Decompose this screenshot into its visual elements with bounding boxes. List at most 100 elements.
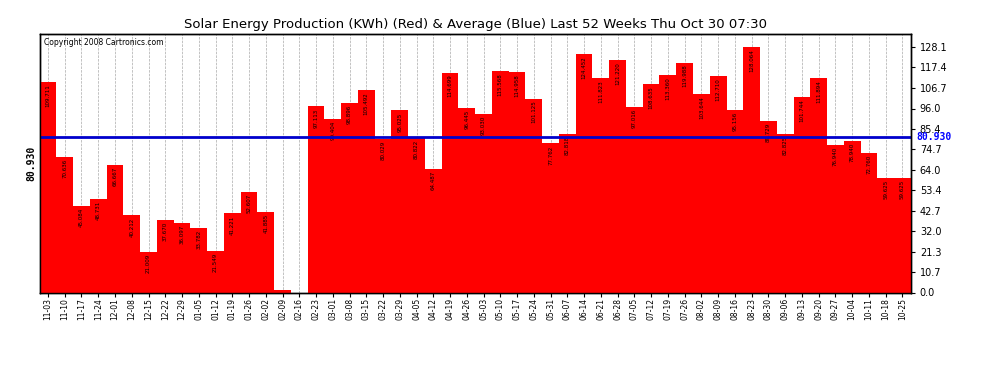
Text: 72.760: 72.760 <box>866 155 871 174</box>
Text: 45.084: 45.084 <box>79 208 84 227</box>
Text: 121.220: 121.220 <box>615 62 620 85</box>
Text: 114.699: 114.699 <box>447 75 452 98</box>
Text: 59.625: 59.625 <box>883 180 888 200</box>
Text: 82.825: 82.825 <box>783 136 788 155</box>
Text: 115.568: 115.568 <box>498 73 503 96</box>
Text: 40.212: 40.212 <box>130 217 135 237</box>
Bar <box>190 228 207 292</box>
Bar <box>141 252 156 292</box>
Text: 109.711: 109.711 <box>46 84 50 107</box>
Bar <box>40 82 56 292</box>
Bar <box>358 90 374 292</box>
Text: 89.729: 89.729 <box>766 122 771 142</box>
Text: 37.670: 37.670 <box>162 222 167 242</box>
Text: 78.940: 78.940 <box>849 143 854 162</box>
Bar <box>156 220 173 292</box>
Text: 128.064: 128.064 <box>749 49 754 72</box>
Text: 95.025: 95.025 <box>397 112 402 132</box>
Text: 101.744: 101.744 <box>799 99 805 122</box>
Bar <box>843 141 860 292</box>
Bar <box>659 75 676 292</box>
Bar <box>592 78 609 292</box>
Bar <box>894 178 911 292</box>
Bar <box>475 114 492 292</box>
Bar <box>207 251 224 292</box>
Title: Solar Energy Production (KWh) (Red) & Average (Blue) Last 52 Weeks Thu Oct 30 07: Solar Energy Production (KWh) (Red) & Av… <box>184 18 766 31</box>
Text: 36.097: 36.097 <box>179 225 184 245</box>
Text: 111.823: 111.823 <box>598 80 603 103</box>
Text: 59.625: 59.625 <box>900 180 905 200</box>
Bar <box>860 153 877 292</box>
Text: 97.016: 97.016 <box>632 108 637 128</box>
Text: 21.549: 21.549 <box>213 253 218 272</box>
Bar <box>274 290 291 292</box>
Bar <box>877 178 894 292</box>
Bar <box>241 192 257 292</box>
Bar <box>576 54 592 292</box>
Bar <box>827 145 843 292</box>
Text: 103.644: 103.644 <box>699 96 704 118</box>
Bar <box>743 47 760 292</box>
Text: 82.818: 82.818 <box>565 136 570 155</box>
Text: 41.885: 41.885 <box>263 214 268 233</box>
Bar <box>458 108 475 292</box>
Text: 96.445: 96.445 <box>464 110 469 129</box>
Bar <box>391 110 408 292</box>
Bar <box>342 103 358 292</box>
Bar <box>710 76 727 292</box>
Bar <box>643 84 659 292</box>
Bar <box>794 98 810 292</box>
Bar <box>676 63 693 292</box>
Bar <box>425 169 442 292</box>
Text: Copyright 2008 Cartronics.com: Copyright 2008 Cartronics.com <box>44 38 163 46</box>
Bar <box>543 144 559 292</box>
Text: 114.958: 114.958 <box>515 74 520 97</box>
Text: 119.988: 119.988 <box>682 64 687 87</box>
Bar <box>325 119 342 292</box>
Text: 90.404: 90.404 <box>331 121 336 140</box>
Bar <box>693 94 710 292</box>
Bar <box>442 73 458 292</box>
Bar <box>509 72 526 292</box>
Text: 66.667: 66.667 <box>113 166 118 186</box>
Bar <box>374 139 391 292</box>
Text: 113.360: 113.360 <box>665 77 670 100</box>
Bar <box>559 134 576 292</box>
Text: 80.822: 80.822 <box>414 140 419 159</box>
Bar <box>56 157 73 292</box>
Text: 124.452: 124.452 <box>581 56 587 79</box>
Text: 48.731: 48.731 <box>96 201 101 220</box>
Text: 80.029: 80.029 <box>380 141 385 160</box>
Text: 80.930: 80.930 <box>917 132 951 142</box>
Bar <box>626 106 643 292</box>
Text: 112.710: 112.710 <box>716 78 721 101</box>
Text: 52.607: 52.607 <box>247 194 251 213</box>
Text: 98.896: 98.896 <box>347 105 352 124</box>
Bar <box>777 134 794 292</box>
Bar <box>408 138 425 292</box>
Bar <box>492 71 509 292</box>
Bar <box>760 120 777 292</box>
Bar <box>107 165 124 292</box>
Bar <box>727 110 743 292</box>
Bar <box>526 99 543 292</box>
Text: 64.487: 64.487 <box>431 171 436 190</box>
Text: 97.113: 97.113 <box>314 108 319 128</box>
Bar <box>173 224 190 292</box>
Text: 21.009: 21.009 <box>146 254 151 273</box>
Bar <box>224 213 241 292</box>
Text: 95.156: 95.156 <box>733 112 738 131</box>
Text: 77.762: 77.762 <box>548 146 553 165</box>
Bar <box>90 199 107 292</box>
Text: 108.635: 108.635 <box>648 86 653 109</box>
Text: 41.221: 41.221 <box>230 215 235 235</box>
Bar <box>73 206 90 292</box>
Text: 93.030: 93.030 <box>481 116 486 135</box>
Text: 33.782: 33.782 <box>196 230 201 249</box>
Text: 70.636: 70.636 <box>62 159 67 178</box>
Bar <box>810 78 827 292</box>
Text: 101.125: 101.125 <box>532 100 537 123</box>
Bar <box>308 106 325 292</box>
Bar <box>124 215 141 292</box>
Text: 76.940: 76.940 <box>833 147 838 166</box>
